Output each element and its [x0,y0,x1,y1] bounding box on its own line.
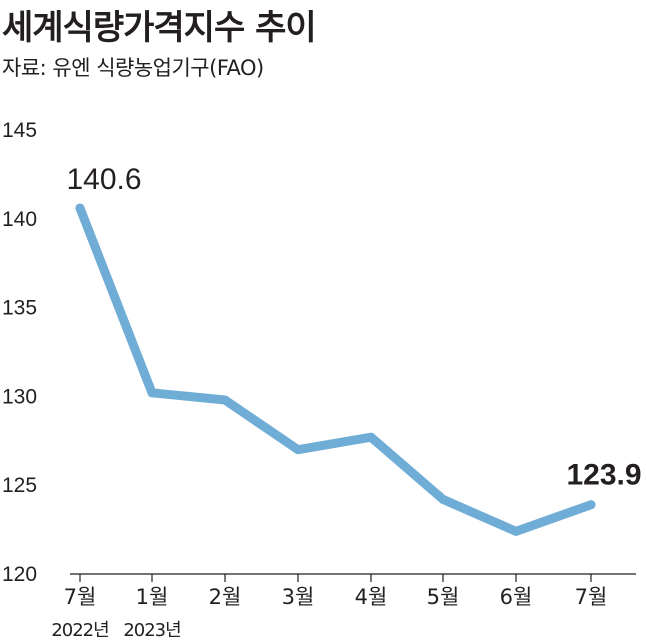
x-axis-ticks: 7월 2022년 1월 2023년 2월 3월 4월 5월 6월 7월 [51,574,607,641]
y-axis-ticks: 120 125 130 135 140 145 [2,119,37,586]
x-tick-label: 2월 [209,585,242,609]
x-tick-label: 1월 [136,585,169,609]
series-line [75,203,596,536]
x-tick-label: 7월 [575,585,608,609]
y-tick-label: 140 [2,208,37,231]
y-tick-label: 120 [2,563,37,586]
y-tick-label: 145 [2,119,37,142]
data-point [293,445,303,455]
data-label: 123.9 [566,459,641,492]
data-label: 140.6 [66,163,141,196]
x-tick-label: 3월 [282,585,315,609]
x-year-label: 2023년 [123,620,180,641]
x-tick-label: 6월 [500,585,533,609]
source-note: 자료: 유엔 식량농업기구(FAO) [2,56,264,80]
data-point [220,395,230,405]
series-group [75,203,596,536]
x-year-label: 2022년 [51,620,108,641]
x-tick-label: 5월 [427,585,460,609]
y-tick-label: 130 [2,385,37,408]
data-point [511,526,521,536]
chart-title: 세계식량가격지수 추이 [2,8,317,48]
data-point [75,203,85,213]
data-point [438,494,448,504]
data-labels: 140.6 123.9 [66,163,641,492]
y-tick-label: 125 [2,474,37,497]
data-point [366,432,376,442]
data-point [586,500,596,510]
x-tick-label: 4월 [355,585,388,609]
data-point [147,388,157,398]
y-tick-label: 135 [2,297,37,320]
x-tick-label: 7월 [64,585,97,609]
